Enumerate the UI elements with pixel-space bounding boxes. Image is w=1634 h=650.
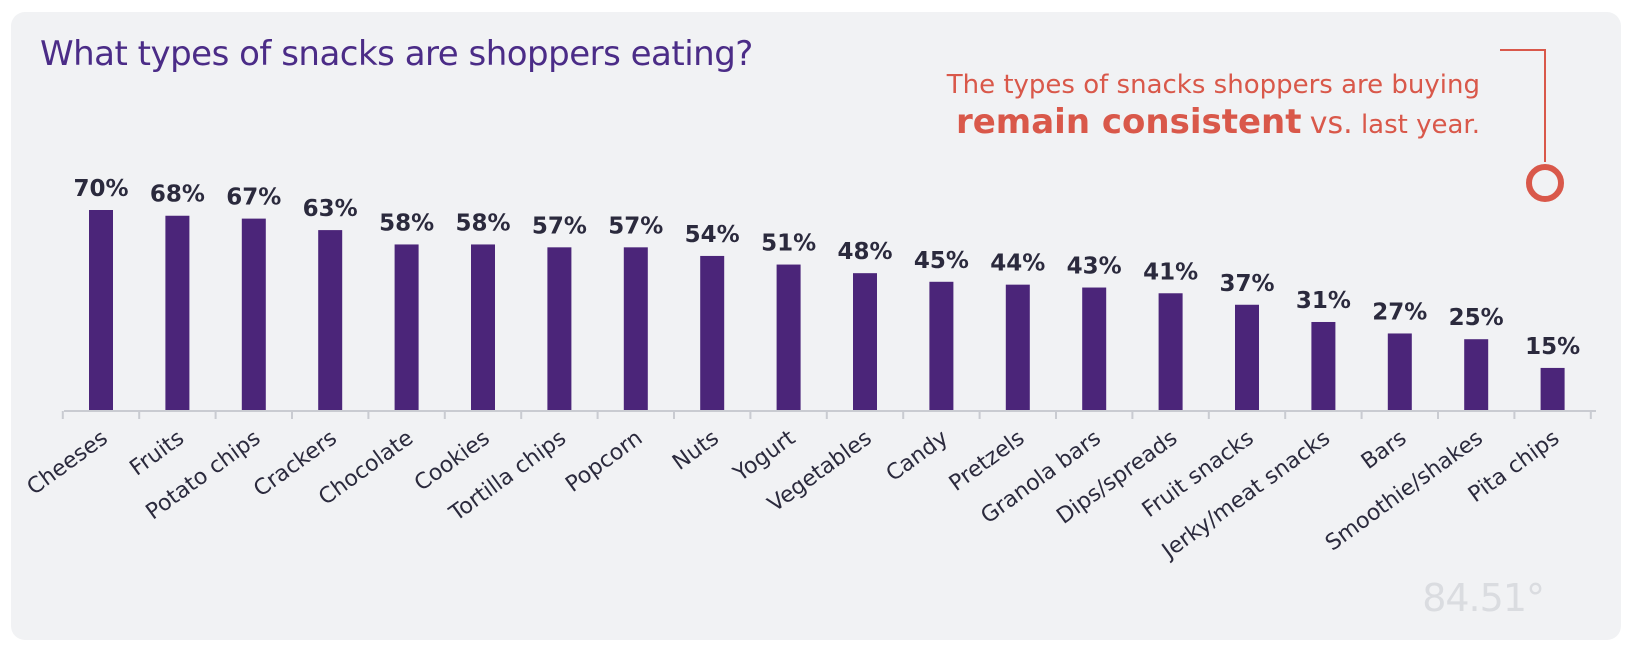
chart-title: What types of snacks are shoppers eating… (40, 34, 753, 74)
brand-logo: 84.51° (1422, 576, 1545, 620)
bar (89, 210, 113, 411)
callout-vs: vs. (1309, 105, 1353, 141)
callout-line1: The types of snacks shoppers are buying (946, 70, 1480, 100)
data-label: 41% (1143, 259, 1198, 285)
data-label: 63% (303, 196, 358, 222)
data-label: 51% (761, 231, 816, 257)
data-label: 58% (455, 210, 510, 236)
bar (1311, 321, 1336, 411)
bar (1235, 304, 1259, 411)
bar (1464, 339, 1489, 411)
chart-card (11, 12, 1621, 640)
callout-marker-icon (1526, 164, 1564, 202)
bar (700, 255, 725, 411)
x-tick-label: Bars (1357, 426, 1411, 475)
bar (318, 230, 343, 411)
bar (547, 247, 572, 411)
callout-text: The types of snacks shoppers are buying … (947, 70, 1480, 143)
data-label: 67% (226, 185, 281, 211)
x-tick-label: Fruits (125, 426, 188, 482)
x-tick-label: Nuts (668, 426, 724, 476)
data-label: 44% (990, 251, 1045, 277)
data-label: 58% (379, 210, 434, 236)
bar (1082, 287, 1107, 411)
bar (776, 264, 801, 411)
callout-line2: remain consistent vs. last year. (947, 102, 1480, 143)
bar (471, 244, 495, 411)
bar (165, 215, 190, 411)
bar (1158, 293, 1183, 411)
data-label: 25% (1449, 305, 1504, 331)
bar (929, 281, 954, 411)
data-label: 57% (532, 213, 587, 239)
bar (1540, 367, 1565, 411)
x-tick-label: Candy (882, 426, 953, 487)
data-label: 27% (1372, 299, 1427, 325)
data-label: 70% (73, 176, 128, 202)
bar (241, 218, 266, 411)
callout-tail: last year. (1360, 109, 1480, 140)
data-label: 48% (837, 239, 892, 265)
x-tick-label: Popcorn (561, 426, 647, 498)
data-label: 37% (1219, 271, 1274, 297)
bar (394, 244, 419, 411)
data-label: 54% (685, 222, 740, 248)
data-label: 43% (1067, 254, 1122, 280)
data-label: 31% (1296, 288, 1351, 314)
data-label: 57% (608, 213, 663, 239)
callout-strong: remain consistent (955, 101, 1302, 142)
data-label: 68% (150, 182, 205, 208)
bar (1005, 284, 1030, 411)
bar (1387, 333, 1412, 411)
bar (853, 273, 877, 411)
data-label: 45% (914, 248, 969, 274)
data-label: 15% (1525, 334, 1580, 360)
x-tick-label: Cheeses (23, 426, 113, 501)
callout-connector (1500, 49, 1546, 162)
bar (623, 247, 648, 411)
